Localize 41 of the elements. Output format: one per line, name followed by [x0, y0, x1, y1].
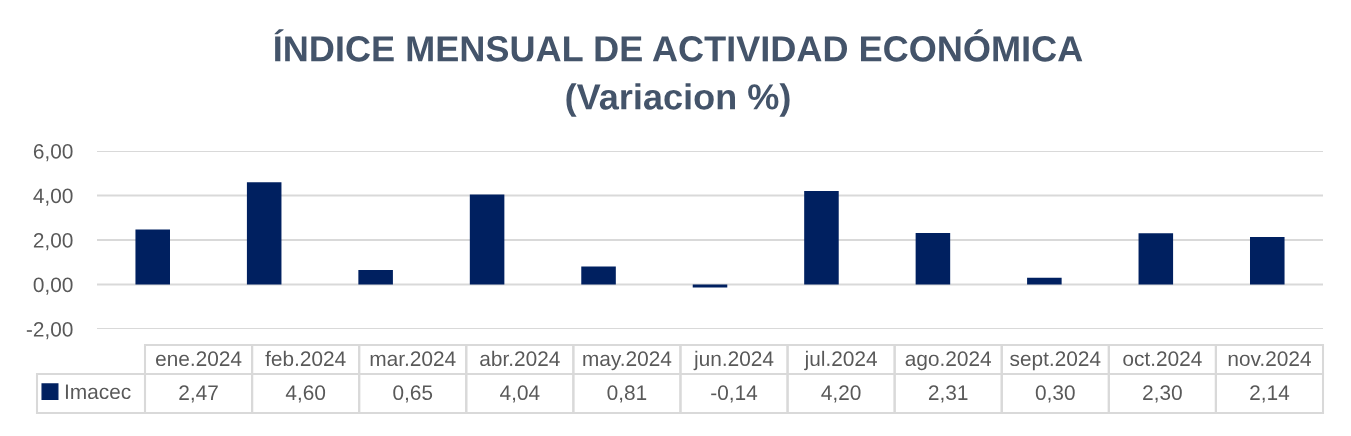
bar	[1138, 233, 1174, 285]
bar	[1250, 236, 1285, 285]
x-tick-label: ago.2024	[905, 351, 992, 371]
x-tick-label: may.2024	[583, 351, 672, 371]
y-tick-label: 4,00	[33, 188, 73, 206]
x-tick-label: jul.2024	[804, 350, 877, 371]
x-tick-label: abr.2024	[480, 350, 560, 367]
data-label: 0,81	[607, 385, 647, 403]
bar	[358, 270, 393, 285]
data-label: 4,20	[821, 385, 861, 403]
x-tick-label: jun.2024	[693, 350, 774, 371]
data-label: 0,30	[1035, 385, 1075, 403]
data-label: 2,47	[179, 385, 218, 403]
bar	[804, 191, 839, 285]
data-label: 2,14	[1250, 385, 1290, 403]
x-tick-label: feb.2024	[265, 350, 346, 367]
x-tick-label: oct.2024	[1123, 351, 1202, 367]
x-tick-label: ene.2024	[155, 351, 242, 367]
data-label: 2,31	[928, 385, 968, 403]
bar	[581, 266, 616, 285]
bar	[1027, 277, 1062, 285]
y-tick-label: 0,00	[33, 277, 73, 295]
x-tick-label: sept.2024	[1010, 351, 1101, 371]
data-label: 4,04	[500, 385, 540, 403]
bar	[135, 229, 170, 285]
legend-label: Imacec	[65, 384, 131, 400]
bar	[469, 194, 505, 285]
x-tick-label: nov.2024	[1228, 351, 1311, 367]
y-tick-label: 2,00	[33, 233, 73, 251]
bar	[246, 182, 282, 285]
y-tick-label: 6,00	[33, 144, 73, 162]
data-label: 2,30	[1143, 385, 1182, 403]
x-tick-label: mar.2024	[370, 351, 456, 367]
bar	[915, 233, 951, 285]
bar	[692, 284, 728, 288]
data-label: 0,65	[393, 385, 433, 403]
chart-title: ÍNDICE MENSUAL DE ACTIVIDAD ECONÓMICA	[274, 29, 1083, 62]
data-label: 4,60	[285, 385, 326, 403]
chart-subtitle: (Variacion %)	[566, 83, 790, 117]
y-tick-label: -2,00	[26, 322, 73, 340]
data-label: -0,14	[711, 385, 758, 403]
